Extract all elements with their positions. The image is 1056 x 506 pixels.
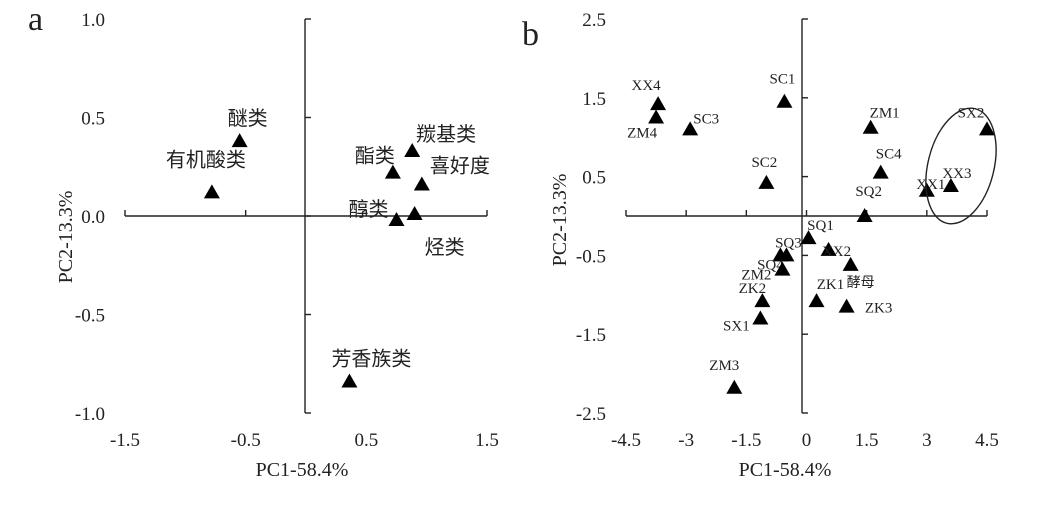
panel-b-point-label: XX1	[916, 177, 945, 193]
panel-b-point-label: ZM2	[741, 268, 771, 284]
panel-b-point-label: ZM4	[627, 126, 658, 142]
panel-b-point-label: ZM3	[709, 358, 739, 374]
panel-a-point-label: 喜好度	[430, 153, 490, 177]
panel-b-x-axis-label: PC1-58.4%	[739, 459, 832, 481]
panel-b-point-label: ZK3	[865, 301, 893, 317]
panel-b-x-tick-label: -3	[678, 430, 694, 451]
panel-a-point-marker	[341, 373, 358, 388]
panel-b-point-marker	[754, 293, 771, 308]
panel-b-point-marker	[778, 247, 795, 262]
panel-a-point-label: 醚类	[228, 106, 268, 130]
panel-b-x-tick-label: -4.5	[611, 430, 641, 451]
panel-a-y-tick-label: 1.0	[81, 10, 105, 31]
panel-b-x-tick-label: -1.5	[731, 430, 761, 451]
panel-b-point-label: SC3	[693, 111, 719, 127]
panel-b-point-marker	[942, 178, 959, 193]
panel-b-y-tick-label: 2.5	[582, 10, 606, 31]
panel-b-tick-labels: -4.5 -3 -1.5 0 1.5 3 4.5 2.5 1.5 0.5 -0.5 -1.5 -2.5	[576, 10, 999, 451]
panel-a-letter: a	[28, 1, 43, 38]
panel-b-point-label: XX3	[942, 166, 971, 182]
panel-a-x-tick-label: 0.5	[354, 430, 378, 451]
panel-a-point-label: 芳香族类	[331, 346, 411, 370]
panel-a-point-marker	[231, 133, 248, 148]
panel-b-point-marker	[800, 230, 817, 245]
panel-b-point-marker	[752, 310, 769, 325]
panel-b-point-marker	[820, 241, 837, 256]
panel-b-point-label: ZK1	[817, 277, 845, 293]
panel-b-point-marker	[650, 96, 667, 111]
panel-b-point-label: SC2	[751, 155, 777, 171]
panel-a-point-label: 醇类	[349, 197, 389, 221]
panel-a-y-tick-label: 0.5	[81, 109, 105, 130]
panel-a-point-marker	[413, 176, 430, 191]
panel-a-x-tick-label: 1.5	[475, 430, 499, 451]
panel-b-point-marker	[856, 208, 873, 222]
panel-b-y-tick-label: -2.5	[576, 404, 606, 425]
panel-b-y-tick-label: -0.5	[576, 246, 606, 267]
panel-a-point-marker	[404, 142, 421, 157]
panel-a-point-label: 有机酸类	[166, 147, 246, 171]
panel-a-y-tick-label: 0.0	[81, 207, 105, 228]
panel-b-point-marker	[758, 174, 775, 189]
panel-b-point-marker	[842, 256, 859, 271]
panel-a-y-axis-label: PC2-13.3%	[55, 191, 77, 284]
panel-b-x-tick-label: 0	[802, 430, 812, 451]
panel-b-x-tick-label: 1.5	[855, 430, 879, 451]
panel-b-point-label: 酵母	[847, 275, 875, 291]
panel-a-point-label: 酯类	[355, 144, 395, 168]
panel-a-point-marker	[388, 211, 405, 226]
panel-a-point-marker	[203, 184, 220, 199]
panel-b-point-marker	[979, 121, 995, 136]
panel-b-point-label: SQ1	[807, 218, 834, 234]
panel-b-point-marker	[862, 119, 879, 134]
panel-b-point-marker	[648, 109, 665, 124]
panel-b-point-marker	[872, 164, 889, 179]
panel-b-point-marker	[774, 261, 791, 276]
panel-b-x-tick-label: 4.5	[975, 430, 999, 451]
panel-a-ticks	[124, 18, 488, 414]
panel-b-ticks	[625, 18, 988, 414]
panel-a-y-tick-label: -0.5	[75, 306, 105, 327]
panel-b-y-tick-label: 1.5	[582, 89, 606, 110]
panel-b-point-label: ZK2	[739, 281, 767, 297]
panel-b-y-tick-label: -1.5	[576, 325, 606, 346]
panel-b-letter: b	[522, 16, 539, 53]
panel-a-tick-labels: -1.5 -0.5 0.5 1.5 1.0 0.5 0.0 -0.5 -1.0	[75, 10, 499, 451]
panel-b-point-label: SC4	[876, 147, 902, 163]
panel-b-point-label: SQ4	[757, 257, 784, 273]
panel-b-y-axis-label: PC2-13.3%	[549, 174, 571, 267]
panel-b-highlight-ellipse	[925, 107, 997, 225]
panel-b-point-label: SX1	[723, 318, 750, 334]
panel-b-point-label: SQ3	[775, 235, 802, 251]
panel-a-chart: a -1.5 -0.5 0.5 1.5 1.0 0.5 0.0 -0.5 -1.0 醚类有机酸类…	[28, 1, 499, 481]
panel-b-point-marker	[682, 121, 699, 136]
panel-b-point-marker	[776, 93, 793, 108]
panel-b-point-label: SQ2	[855, 184, 882, 200]
panel-b-point-marker	[838, 298, 855, 313]
panel-b-point-label: XX4	[632, 78, 662, 94]
panel-a-point-marker	[406, 206, 423, 221]
panel-a-point-marker	[384, 164, 401, 179]
panel-b-point-marker	[726, 379, 743, 394]
panel-a-x-tick-label: -1.5	[110, 430, 140, 451]
panel-b-point-marker	[808, 293, 825, 308]
panel-a-x-tick-label: -0.5	[231, 430, 261, 451]
panel-a-x-axis-label: PC1-58.4%	[256, 459, 349, 481]
panel-b-x-tick-label: 3	[922, 430, 932, 451]
panel-b-point-label: XX2	[822, 244, 851, 260]
panel-a-point-label: 烃类	[425, 235, 465, 259]
panel-b-y-tick-label: 0.5	[582, 168, 606, 189]
panel-b-chart: b -4.5 -3 -1.5 0 1.5 3 4.5 2.5 1.5 0.5 -0.5 -1.5 -2.…	[522, 10, 999, 481]
panel-b-point-label: SC1	[770, 72, 796, 88]
panel-a-y-tick-label: -1.0	[75, 404, 105, 425]
panel-a-point-label: 羰基类	[416, 122, 476, 146]
panel-b-point-label: ZM1	[870, 106, 900, 122]
